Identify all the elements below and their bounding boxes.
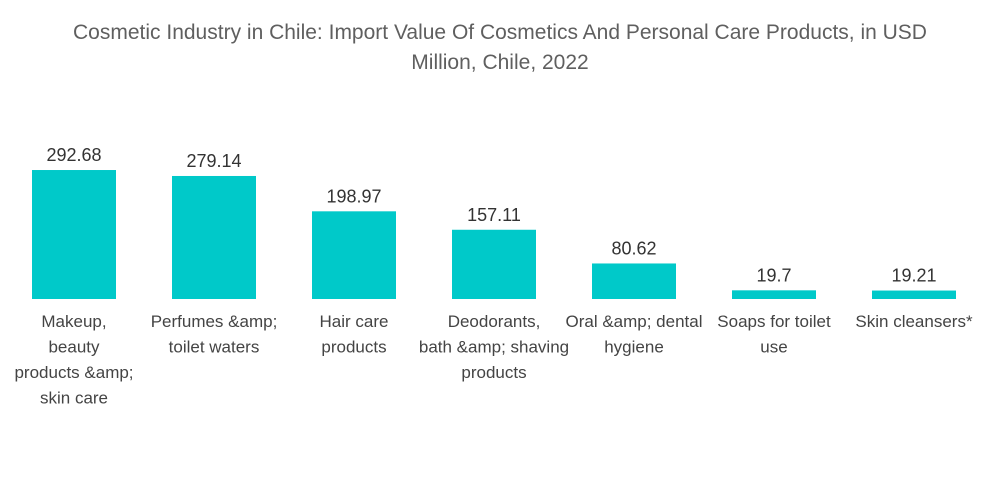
category-label-2: Perfumes &amp; toilet waters xyxy=(151,312,278,357)
category-label-2-line-1: Perfumes &amp; xyxy=(151,312,278,331)
category-label-6-line-2: use xyxy=(760,338,787,357)
bar-7 xyxy=(872,290,956,299)
category-label-3-line-2: products xyxy=(321,338,386,357)
category-label-4: Deodorants, bath &amp; shaving products xyxy=(419,312,569,382)
data-label-2: 279.14 xyxy=(186,151,241,171)
category-label-1-line-3: products &amp; xyxy=(14,363,133,382)
category-label-4-line-1: Deodorants, xyxy=(448,312,541,331)
data-label-7: 19.21 xyxy=(891,266,936,286)
bar-2 xyxy=(172,175,256,299)
category-label-6-line-1: Soaps for toilet xyxy=(717,312,831,331)
bar-3 xyxy=(312,211,396,299)
category-label-7: Skin cleansers* xyxy=(855,312,973,331)
category-label-2-line-2: toilet waters xyxy=(169,338,260,357)
category-label-1-line-2: beauty xyxy=(48,338,100,357)
category-label-7-line-1: Skin cleansers* xyxy=(855,312,973,331)
category-label-3: Hair care products xyxy=(320,312,389,357)
data-label-3: 198.97 xyxy=(326,186,381,206)
chart-title-line-1: Cosmetic Industry in Chile: Import Value… xyxy=(73,21,927,44)
bar-6 xyxy=(732,290,816,299)
category-label-5: Oral &amp; dental hygiene xyxy=(565,312,702,357)
data-label-4: 157.11 xyxy=(467,205,521,225)
category-label-1: Makeup, beauty products &amp; skin care xyxy=(14,312,133,408)
bar-4 xyxy=(452,229,536,299)
data-label-6: 19.7 xyxy=(756,265,791,285)
category-label-1-line-1: Makeup, xyxy=(41,312,106,331)
bar-5 xyxy=(592,263,676,299)
category-label-4-line-3: products xyxy=(461,363,526,382)
category-label-3-line-1: Hair care xyxy=(320,312,389,331)
data-label-5: 80.62 xyxy=(611,238,656,258)
category-label-1-line-4: skin care xyxy=(40,389,108,408)
category-label-4-line-2: bath &amp; shaving xyxy=(419,338,569,357)
category-label-5-line-1: Oral &amp; dental xyxy=(565,312,702,331)
chart-title-line-2: Million, Chile, 2022 xyxy=(411,51,589,74)
category-label-6: Soaps for toilet use xyxy=(717,312,831,357)
data-label-1: 292.68 xyxy=(46,145,101,165)
chart-title: Cosmetic Industry in Chile: Import Value… xyxy=(0,18,1000,78)
bar-1 xyxy=(32,170,116,299)
category-label-5-line-2: hygiene xyxy=(604,338,664,357)
